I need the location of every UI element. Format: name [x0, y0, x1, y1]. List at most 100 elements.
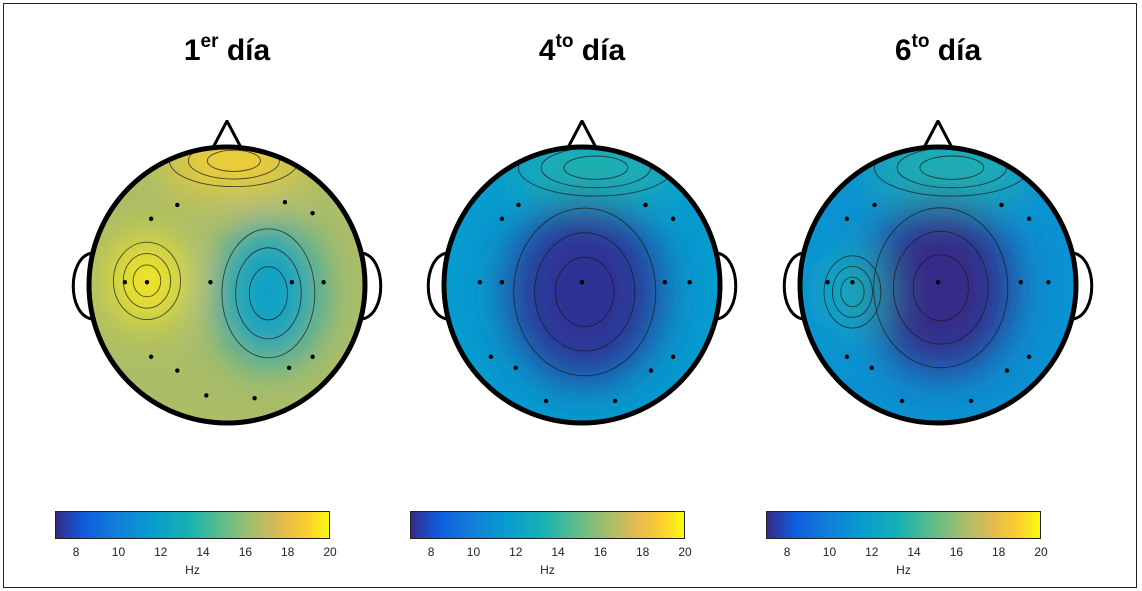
head-outline	[86, 144, 368, 426]
electrode-marker	[122, 280, 128, 285]
electrode-marker	[670, 354, 676, 359]
contour-line	[235, 247, 302, 340]
electrode-marker	[282, 200, 288, 205]
electrode-marker	[310, 354, 315, 359]
electrode-marker	[321, 280, 326, 285]
colorbar	[766, 511, 1041, 539]
topomap	[782, 120, 1094, 426]
electrode-marker	[286, 365, 292, 370]
colorbar-tick-label: 12	[509, 545, 523, 559]
colorbar-tick-label: 14	[551, 545, 565, 559]
electrode-marker	[289, 280, 295, 285]
panel-title: 1er día	[37, 31, 417, 68]
contour-line	[221, 228, 316, 359]
colorbar-tick-label: 8	[72, 545, 80, 559]
electrode-marker	[844, 216, 850, 221]
colorbar-tick-label: 16	[593, 545, 608, 559]
title-day: día	[573, 34, 626, 67]
heat-field	[800, 147, 1076, 423]
colorbar-tick-label: 20	[323, 545, 337, 559]
heat-field	[89, 147, 365, 423]
colorbar	[55, 511, 330, 539]
electrode-marker	[662, 280, 667, 285]
panel-title: 6to día	[748, 31, 1128, 68]
contour-line	[823, 255, 882, 329]
frequency-region	[822, 253, 883, 331]
title-day: día	[929, 34, 982, 67]
contour-line	[873, 207, 1009, 369]
colorbar-tick-label: 14	[196, 545, 210, 559]
electrode-marker	[1026, 216, 1032, 221]
title-number: 4	[538, 34, 556, 67]
electrode-marker	[869, 365, 874, 370]
panel-title: 4to día	[392, 31, 772, 68]
electrode-marker	[144, 280, 150, 285]
electrode-marker	[516, 202, 521, 208]
colorbar-tick-label: 12	[865, 545, 879, 559]
contour-line	[831, 265, 873, 318]
electrode-marker	[310, 211, 315, 216]
colorbar-tick-label: 20	[1034, 545, 1048, 559]
contour-line	[912, 254, 969, 322]
electrode-marker	[1004, 368, 1010, 373]
frequency-region	[869, 202, 1013, 374]
contour-line	[919, 155, 985, 180]
electrode-marker	[968, 398, 974, 404]
electrode-marker	[844, 354, 850, 359]
left-ear	[782, 251, 804, 321]
frequency-region	[218, 224, 319, 363]
title-day: día	[218, 34, 271, 67]
electrode-marker	[175, 202, 180, 208]
electrode-marker	[543, 398, 549, 404]
colorbar-tick-label: 12	[154, 545, 168, 559]
electrode-marker	[872, 202, 877, 208]
topomap-panel: 4to día 8 10 12 14 16 18 20 Hz	[392, 0, 772, 591]
colorbar-tick-label: 16	[238, 545, 253, 559]
contour-line	[563, 155, 629, 180]
electrode-marker	[670, 216, 676, 221]
topomap-panel: 6to día 8 10 12 14 16 18 20 Hz	[748, 0, 1128, 591]
contour-line	[112, 241, 181, 321]
electrode-marker	[1026, 354, 1032, 359]
electrode-marker	[499, 280, 505, 285]
colorbar-tick-label: 10	[466, 545, 481, 559]
colorbar-tick-label: 14	[907, 545, 921, 559]
electrode-marker	[643, 202, 648, 208]
title-number: 1	[183, 34, 201, 67]
contour-line	[206, 149, 261, 172]
electrode-marker	[899, 398, 905, 404]
colorbar-tick-label: 8	[427, 545, 435, 559]
electrode-marker	[648, 368, 654, 373]
electrode-marker	[825, 280, 830, 285]
colorbar-tick-label: 10	[822, 545, 837, 559]
head-outline	[441, 144, 723, 426]
right-ear	[361, 251, 383, 321]
contour-line	[534, 232, 636, 352]
electrode-marker	[687, 280, 692, 285]
topomap	[426, 120, 738, 426]
electrode-marker	[488, 354, 494, 359]
contour-line	[513, 207, 657, 377]
contour-line	[248, 266, 288, 321]
title-ordinal: er	[200, 31, 219, 52]
colorbar-tick-label: 10	[111, 545, 126, 559]
frequency-region	[508, 202, 661, 382]
electrode-marker	[612, 398, 618, 404]
contour-line	[892, 230, 989, 345]
left-ear	[426, 251, 448, 321]
electrode-marker	[513, 365, 518, 370]
contour-line	[840, 276, 865, 308]
right-ear	[716, 251, 738, 321]
electrode-marker	[252, 395, 257, 401]
electrode-marker	[208, 280, 213, 285]
electrode-marker	[499, 216, 505, 221]
title-ordinal: to	[555, 31, 574, 52]
heat-field	[444, 147, 720, 423]
electrode-marker	[935, 280, 941, 285]
electrode-marker	[175, 368, 180, 373]
electrode-marker	[1018, 280, 1023, 285]
head-outline	[797, 144, 1079, 426]
electrode-marker	[148, 354, 154, 359]
colorbar-tick-label: 18	[636, 545, 650, 559]
colorbar-tick-label: 20	[678, 545, 692, 559]
